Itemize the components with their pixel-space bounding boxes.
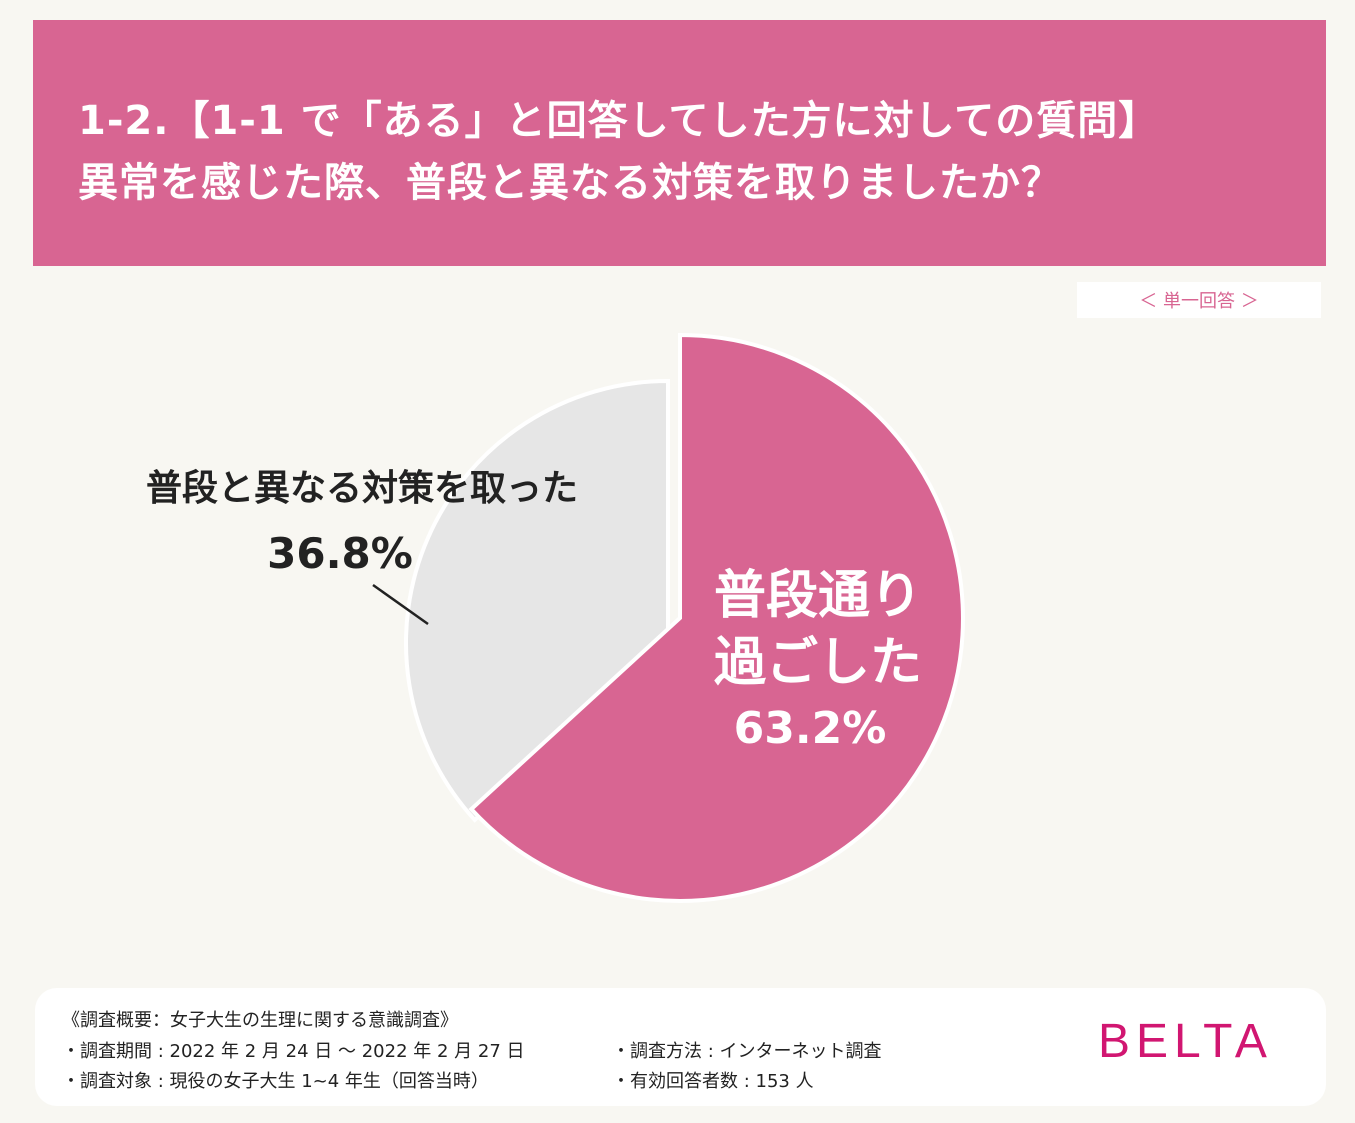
survey-method: ・調査方法 : インターネット調査 bbox=[612, 1041, 882, 1062]
answer-type-badge: ＜ 単一回答 ＞ bbox=[1077, 282, 1321, 318]
question-title-line-1: 1-2.【1-1 で「ある」と回答してした方に対しての質問】 bbox=[78, 98, 1160, 144]
survey-heading: 《調査概要：女子大生の生理に関する意識調査》 bbox=[62, 1010, 458, 1031]
slice-2-leader-line bbox=[372, 583, 429, 626]
belta-logo: BELTA bbox=[1098, 1015, 1273, 1068]
slice-2-label: 普段と異なる対策を取った bbox=[146, 468, 578, 509]
slice-1-label-line-2: 過ごした bbox=[714, 633, 922, 693]
title-banner: 1-2.【1-1 で「ある」と回答してした方に対しての質問】 異常を感じた際、普… bbox=[33, 20, 1326, 266]
survey-respondents: ・有効回答者数 : 153 人 bbox=[612, 1071, 814, 1092]
survey-target: ・調査対象 : 現役の女子大生 1~4 年生（回答当時） bbox=[62, 1071, 489, 1092]
survey-overview-box bbox=[35, 988, 1326, 1106]
slice-2-value-label: 36.8% bbox=[267, 529, 413, 578]
pie-slice-1 bbox=[468, 333, 965, 903]
survey-period: ・調査期間 : 2022 年 2 月 24 日 ～ 2022 年 2 月 27 … bbox=[62, 1041, 525, 1062]
question-title-line-2: 異常を感じた際、普段と異なる対策を取りましたか？ bbox=[78, 160, 1062, 206]
slice-1-value-label: 63.2% bbox=[734, 703, 887, 754]
slice-1-label-line-1: 普段通り bbox=[714, 566, 922, 626]
pie-slice-2 bbox=[404, 378, 670, 823]
